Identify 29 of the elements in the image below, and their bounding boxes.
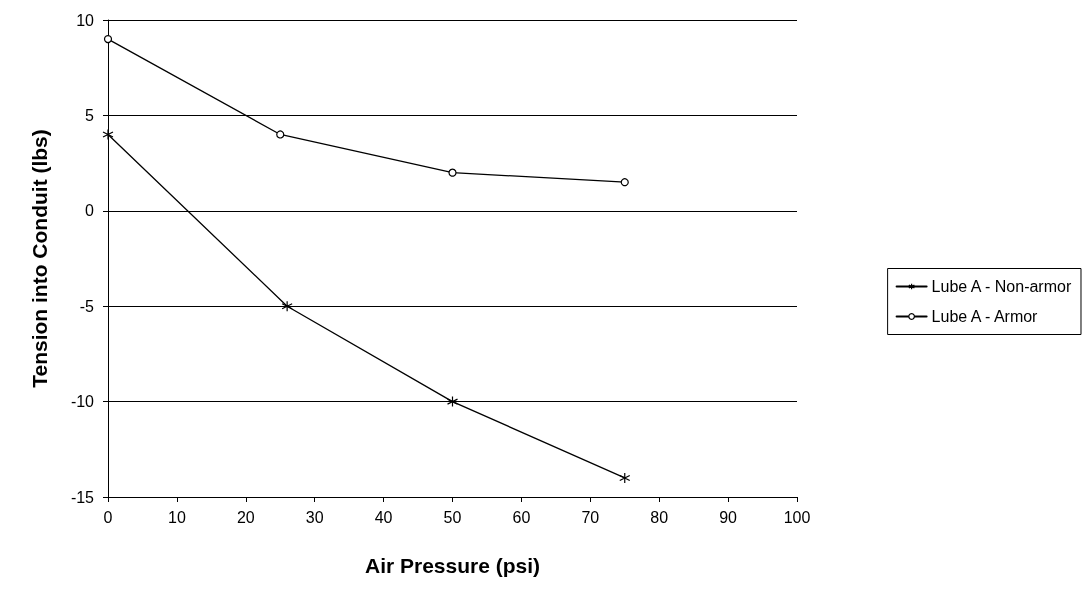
x-tick-label: 10 <box>168 508 186 526</box>
x-tick-label: 90 <box>719 508 738 526</box>
x-tick-label: 70 <box>581 508 600 526</box>
point <box>620 178 629 187</box>
y-tick-label: 0 <box>85 202 95 220</box>
x-tick-label: 20 <box>236 508 255 526</box>
y-tick-label: -5 <box>79 297 95 315</box>
x-tick-label: 100 <box>783 508 811 526</box>
point <box>276 130 285 139</box>
point <box>103 34 113 44</box>
x-tick-label: 30 <box>305 508 324 526</box>
x-tick-label: 60 <box>512 508 531 526</box>
x-tick-label: 50 <box>443 508 462 526</box>
point <box>448 168 457 177</box>
y-axis-title: Tension into Conduit (lbs) <box>28 129 51 388</box>
x-tick-label: 0 <box>103 508 113 526</box>
y-tick-label: 10 <box>76 11 95 29</box>
legend-label: Lube A - Non-armor <box>931 278 1072 295</box>
point <box>619 472 631 484</box>
x-axis-title: Air Pressure (psi) <box>364 554 541 577</box>
point <box>102 128 114 141</box>
x-tick-label: 40 <box>374 508 393 526</box>
point <box>281 300 293 312</box>
y-tick-label: 5 <box>85 106 95 124</box>
x-tick-label: 80 <box>650 508 669 526</box>
y-tick-label: -10 <box>70 393 95 411</box>
point <box>446 396 459 408</box>
y-tick-label: -15 <box>70 488 95 506</box>
legend-label: Lube A - Armor <box>931 308 1039 325</box>
